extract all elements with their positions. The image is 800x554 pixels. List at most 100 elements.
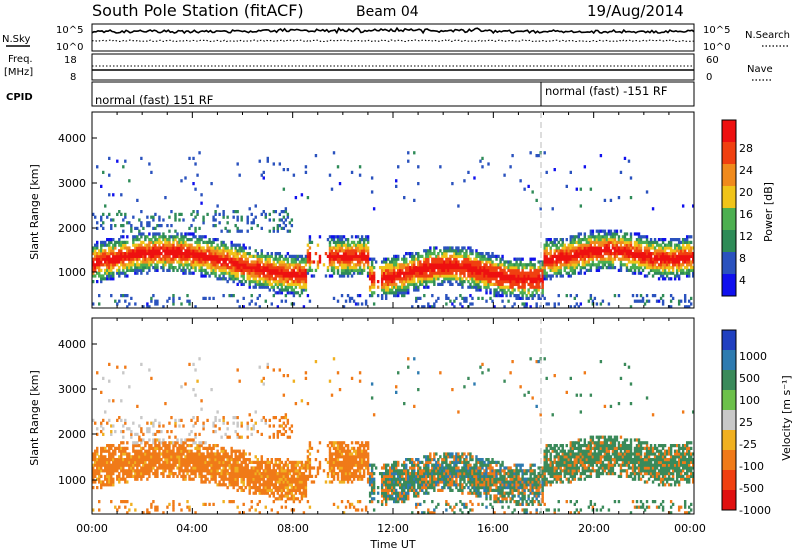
power-cell (535, 154, 538, 158)
velocity-cell (192, 463, 195, 467)
power-cell (232, 254, 235, 258)
power-cell (268, 254, 271, 258)
power-cell (344, 257, 348, 261)
power-cell (358, 252, 362, 256)
power-cell (292, 280, 296, 284)
power-cell (601, 243, 605, 247)
power-cell (296, 280, 300, 284)
power-cell (481, 266, 484, 270)
power-cell (643, 254, 647, 258)
power-cell (433, 282, 436, 286)
power-cell (366, 240, 370, 244)
power-cell (539, 277, 542, 281)
power-cell (663, 252, 667, 256)
power-cell (533, 263, 536, 267)
power-cell (485, 274, 488, 278)
power-cell (421, 263, 424, 267)
power-cell (459, 302, 462, 306)
velocity-cell (128, 469, 131, 473)
power-cell (116, 240, 119, 244)
power-cell (523, 302, 526, 306)
power-cell (475, 274, 478, 278)
power-cell (443, 260, 446, 264)
velocity-cell (188, 449, 191, 453)
power-cell (629, 246, 633, 250)
velocity-cell (178, 444, 181, 448)
power-cell (168, 263, 171, 267)
power-cell (334, 249, 338, 253)
power-cell (655, 266, 659, 270)
power-cell (529, 294, 532, 298)
power-cell (388, 280, 392, 284)
velocity-cell (192, 469, 195, 473)
power-cell (395, 263, 398, 267)
power-cell (575, 260, 579, 264)
velocity-cell (224, 477, 227, 481)
power-cell (437, 260, 440, 264)
velocity-cell (94, 474, 97, 478)
velocity-cell (106, 469, 109, 473)
power-cell (236, 243, 239, 247)
power-cell (266, 266, 269, 270)
velocity-cell (126, 500, 129, 504)
velocity-cell (212, 469, 215, 473)
power-cell (124, 246, 127, 250)
power-cell (236, 263, 239, 267)
power-cell (575, 235, 579, 239)
power-cell (421, 266, 424, 270)
power-cell (172, 243, 175, 247)
power-cell (669, 240, 673, 244)
power-cell (286, 260, 290, 264)
power-cell (190, 260, 193, 264)
power-cell (679, 266, 683, 270)
power-cell (96, 271, 99, 275)
velocity-cell (94, 421, 97, 425)
power-cell (354, 235, 358, 239)
power-cell (130, 268, 133, 272)
velocity-cell (186, 472, 189, 476)
power-cell (190, 224, 193, 228)
velocity-cell (240, 474, 243, 478)
power-cell (463, 254, 466, 258)
velocity-cell (116, 418, 119, 422)
power-cell (421, 277, 424, 281)
power-cell (459, 277, 462, 281)
power-cbar-tick-12: 12 (739, 230, 753, 243)
power-cell (218, 274, 221, 278)
power-cell (100, 277, 103, 281)
power-cell (477, 277, 480, 281)
power-cell (403, 257, 406, 261)
power-cell (300, 193, 304, 197)
power-cell (170, 224, 173, 228)
power-cell (637, 246, 641, 250)
velocity-cell (174, 472, 177, 476)
power-cell (118, 249, 121, 253)
power-cell (635, 232, 639, 236)
velocity-cell (132, 421, 135, 425)
velocity-cell (102, 469, 105, 473)
power-cell (645, 235, 649, 239)
power-cell (268, 288, 271, 292)
power-cell (637, 266, 641, 270)
power-cell (685, 305, 689, 309)
power-cell (667, 266, 671, 270)
velocity-cell (196, 460, 199, 464)
velocity-cell (132, 463, 135, 467)
power-cell (601, 240, 605, 244)
power-cell (180, 235, 183, 239)
velocity-cell (140, 455, 143, 459)
power-cell (232, 215, 235, 219)
power-cell (573, 271, 577, 275)
power-cell (639, 243, 643, 247)
power-cell (336, 266, 340, 270)
velocity-cell (196, 469, 199, 473)
power-cell (513, 266, 516, 270)
power-cell (172, 268, 175, 272)
power-cell (503, 263, 506, 267)
power-cell (677, 257, 681, 261)
power-cell (248, 266, 251, 270)
power-cell (136, 246, 139, 250)
power-cell (198, 240, 201, 244)
velocity-cell (218, 455, 221, 459)
power-cell (356, 294, 360, 298)
